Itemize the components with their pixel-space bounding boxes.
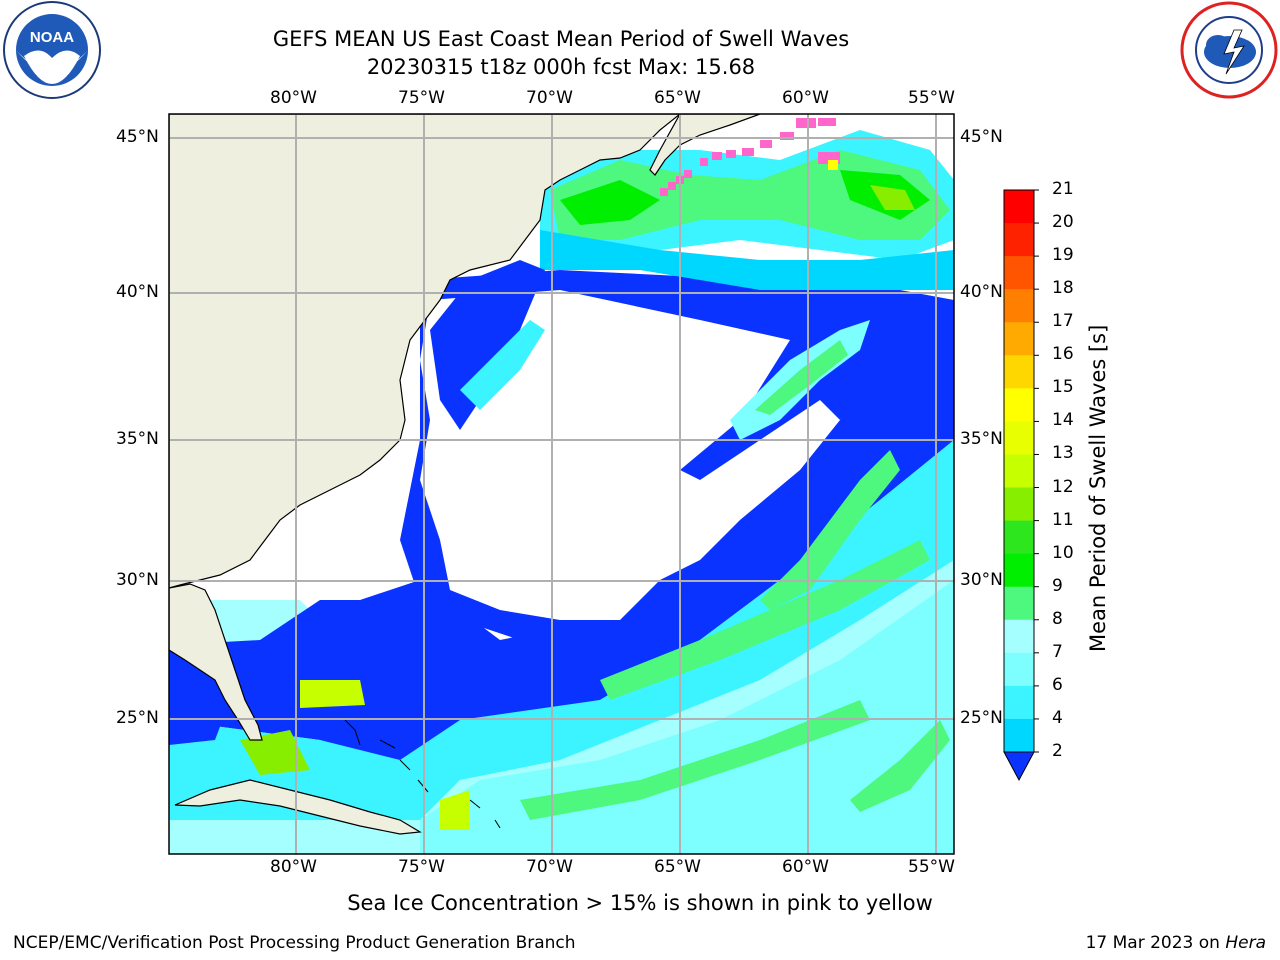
colorbar-segment: [1004, 190, 1034, 224]
sea-ice-note: Sea Ice Concentration > 15% is shown in …: [347, 891, 933, 915]
lon-label-top: 70°W: [526, 88, 573, 108]
colorbar-segment: [1004, 421, 1034, 455]
lon-label-bottom: 70°W: [526, 857, 573, 877]
lon-label-bottom: 80°W: [270, 857, 317, 877]
noaa-logo-text: NOAA: [30, 29, 74, 46]
colorbar-tick-label: 7: [1052, 641, 1063, 662]
colorbar-segment: [1004, 553, 1034, 588]
colorbar-tick-label: 12: [1052, 476, 1074, 497]
colorbar-segment: [1004, 223, 1034, 257]
colorbar-segment: [1004, 520, 1034, 555]
lat-label-right: 45°N: [960, 127, 1003, 147]
colorbar-frame: [1003, 189, 1035, 753]
lon-label-bottom: 75°W: [398, 857, 445, 877]
colorbar-tick-label: 2: [1052, 741, 1063, 761]
lon-label-top: 80°W: [270, 88, 317, 108]
colorbar: [1003, 189, 1039, 782]
lon-label-bottom: 65°W: [654, 857, 701, 877]
lat-label-left: 45°N: [116, 127, 159, 147]
colorbar-segment: [1004, 718, 1034, 753]
colorbar-tick-label: 15: [1052, 377, 1074, 398]
colorbar-tick-label: 4: [1052, 707, 1063, 728]
lat-label-right: 40°N: [960, 282, 1003, 302]
colorbar-segment: [1004, 586, 1034, 621]
colorbar-segment: [1004, 685, 1034, 720]
colorbar-tick-label: 14: [1052, 410, 1074, 431]
lat-label-left: 40°N: [116, 282, 159, 302]
lat-label-left: 35°N: [116, 429, 159, 449]
footer-right: 17 Mar 2023 on Hera: [1086, 933, 1266, 953]
colorbar-tick-label: 18: [1052, 278, 1074, 299]
colorbar-tick-label: 13: [1052, 443, 1074, 464]
colorbar-segment: [1004, 289, 1034, 323]
colorbar-extension: [1003, 751, 1035, 782]
chart-subtitle: 20230315 t18z 000h fcst Max: 15.68: [366, 55, 756, 79]
colorbar-tick-label: 20: [1052, 212, 1074, 233]
colorbar-segment: [1004, 322, 1034, 356]
chart-title: GEFS MEAN US East Coast Mean Period of S…: [272, 27, 850, 51]
colorbar-tick-label: 10: [1052, 542, 1074, 563]
lon-label-top: 55°W: [908, 88, 955, 108]
colorbar-segment: [1004, 652, 1034, 687]
lat-label-right: 35°N: [960, 429, 1003, 449]
map-frame: [168, 113, 955, 855]
colorbar-tick-label: 21: [1052, 179, 1074, 199]
colorbar-tick-label: 17: [1052, 311, 1074, 332]
colorbar-tick-label: 9: [1052, 575, 1063, 596]
nws-logo: [1178, 0, 1280, 100]
lat-label-left: 30°N: [116, 570, 159, 590]
lat-label-left: 25°N: [116, 708, 159, 728]
colorbar-tick-label: 6: [1052, 674, 1063, 695]
colorbar-segment: [1004, 355, 1034, 389]
sea-ice-note-wrap: Sea Ice Concentration > 15% is shown in …: [0, 891, 1280, 915]
colorbar-tick-label: 8: [1052, 608, 1063, 629]
lon-label-top: 60°W: [782, 88, 829, 108]
colorbar-tick-label: 19: [1052, 245, 1074, 266]
lon-label-bottom: 55°W: [908, 857, 955, 877]
colorbar-title: Mean Period of Swell Waves [s]: [1086, 324, 1110, 652]
colorbar-tick-label: 11: [1052, 509, 1074, 530]
lon-label-bottom: 60°W: [782, 857, 829, 877]
footer-machine: Hera: [1225, 933, 1266, 953]
lon-label-top: 65°W: [654, 88, 701, 108]
lon-label-top: 75°W: [398, 88, 445, 108]
colorbar-segment: [1004, 487, 1034, 522]
colorbar-segment: [1004, 388, 1034, 422]
colorbar-tick-label: 16: [1052, 344, 1074, 365]
colorbar-segment: [1004, 619, 1034, 654]
footer-date: 17 Mar 2023 on: [1085, 933, 1226, 953]
colorbar-segment: [1004, 256, 1034, 290]
noaa-logo: NOAA: [0, 0, 106, 100]
lat-label-right: 30°N: [960, 570, 1003, 590]
colorbar-segment: [1004, 454, 1034, 489]
footer-left: NCEP/EMC/Verification Post Processing Pr…: [13, 933, 576, 953]
lat-label-right: 25°N: [960, 708, 1003, 728]
